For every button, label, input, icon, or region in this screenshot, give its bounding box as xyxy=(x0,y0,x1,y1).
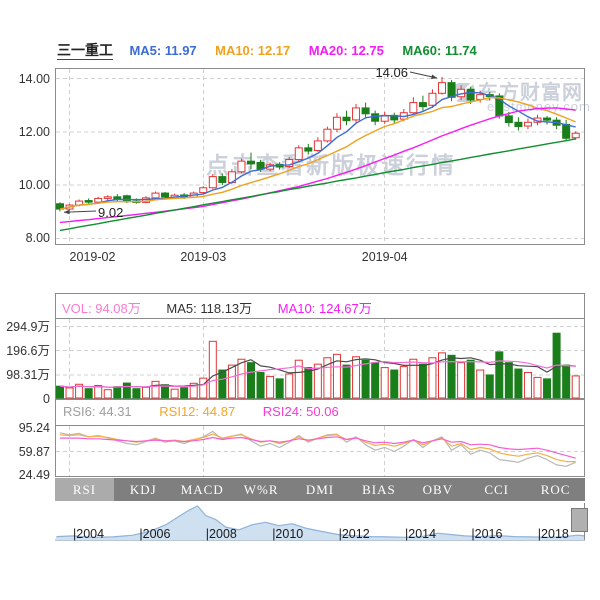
ma5-legend: MA5: 11.97 xyxy=(129,43,197,58)
date-axis-label: 2019-02 xyxy=(69,250,116,264)
tab-macd[interactable]: MACD xyxy=(180,481,224,497)
volume-axis-label: 196.6万 xyxy=(6,343,50,358)
price-axis-label: 8.00 xyxy=(25,231,50,246)
timeline-year-label: |2004 xyxy=(73,527,105,541)
tab-obv[interactable]: OBV xyxy=(422,481,454,497)
ma20-legend: MA20: 12.75 xyxy=(308,43,384,58)
price-axis-label: 14.00 xyxy=(18,71,50,86)
stock-title[interactable]: 三一重工 xyxy=(57,42,113,60)
timeline-year-label: |2010 xyxy=(272,527,304,541)
timeline-year-label: |2018 xyxy=(537,527,569,541)
tab-dmi[interactable]: DMI xyxy=(305,481,335,497)
price-axis-label: 12.00 xyxy=(18,124,50,139)
date-axis-label: 2019-04 xyxy=(361,250,408,264)
ma60-legend: MA60: 11.74 xyxy=(402,43,477,58)
rsi24-legend: RSI24: 50.06 xyxy=(262,404,339,419)
timeline-slider-handle[interactable] xyxy=(571,508,588,532)
vol-ma5-legend: MA5: 118.13万 xyxy=(166,301,253,316)
high-price-annotation: 14.06 xyxy=(375,65,408,80)
tab-cci[interactable]: CCI xyxy=(484,481,510,497)
indicator-tabbar: RSI KDJ MACD W%R DMI BIAS OBV CCI ROC xyxy=(55,478,585,501)
volume-axis-label: 294.9万 xyxy=(6,319,50,334)
vol-ma10-legend: MA10: 124.67万 xyxy=(277,301,372,316)
rsi-axis-label: 59.87 xyxy=(18,444,50,459)
rsi12-legend: RSI12: 44.87 xyxy=(159,404,236,419)
price-axis-label: 10.00 xyxy=(18,178,50,193)
chart-header: 三一重工 MA5: 11.97 MA10: 12.17 MA20: 12.75 … xyxy=(57,40,491,60)
volume-legend-row: VOL: 94.08万 MA5: 118.13万 MA10: 124.67万 xyxy=(62,298,372,317)
timeline-year-label: |2006 xyxy=(139,527,171,541)
tab-rsi[interactable]: RSI xyxy=(55,478,114,501)
ma10-legend: MA10: 12.17 xyxy=(215,43,291,58)
timeline-year-label: |2014 xyxy=(405,527,437,541)
tab-roc[interactable]: ROC xyxy=(540,481,571,497)
rsi-legend-row: RSI6: 44.31 RSI12: 44.87 RSI24: 50.06 xyxy=(63,404,339,419)
volume-axis-label: 0 xyxy=(43,392,50,406)
vol-legend: VOL: 94.08万 xyxy=(62,301,141,316)
watermark-domain: eastmoney.com xyxy=(487,99,591,114)
tab-bias[interactable]: BIAS xyxy=(362,481,396,497)
timeline-year-label: |2008 xyxy=(205,527,237,541)
low-price-annotation: 9.02 xyxy=(98,205,124,220)
date-axis-label: 2019-03 xyxy=(180,250,227,264)
tab-kdj[interactable]: KDJ xyxy=(129,481,157,497)
timeline-year-label: |2012 xyxy=(338,527,370,541)
timeline-year-label: |2016 xyxy=(471,527,503,541)
rsi-axis-label: 24.49 xyxy=(18,468,50,483)
rsi-axis-label: 95.24 xyxy=(18,420,50,435)
volume-axis-label: 98.31万 xyxy=(6,367,50,382)
rsi6-legend: RSI6: 44.31 xyxy=(63,404,132,419)
tab-wpctr[interactable]: W%R xyxy=(243,481,279,497)
